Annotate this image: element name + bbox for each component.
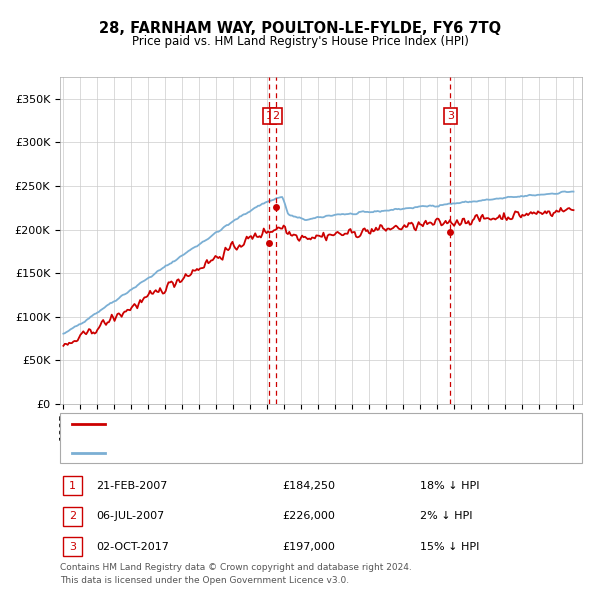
Text: 2: 2: [69, 512, 76, 521]
Text: 1: 1: [266, 111, 273, 121]
Text: 2: 2: [272, 111, 280, 121]
Text: 02-OCT-2017: 02-OCT-2017: [96, 542, 169, 552]
Text: 3: 3: [69, 542, 76, 552]
Text: 18% ↓ HPI: 18% ↓ HPI: [420, 481, 479, 490]
Text: Price paid vs. HM Land Registry's House Price Index (HPI): Price paid vs. HM Land Registry's House …: [131, 35, 469, 48]
Text: HPI: Average price, detached house, Wyre: HPI: Average price, detached house, Wyre: [111, 448, 331, 457]
Text: 3: 3: [447, 111, 454, 121]
Text: 1: 1: [69, 481, 76, 490]
Text: 28, FARNHAM WAY, POULTON-LE-FYLDE, FY6 7TQ (detached house): 28, FARNHAM WAY, POULTON-LE-FYLDE, FY6 7…: [111, 419, 459, 428]
Text: £197,000: £197,000: [282, 542, 335, 552]
Text: 2% ↓ HPI: 2% ↓ HPI: [420, 512, 473, 521]
Text: 06-JUL-2007: 06-JUL-2007: [96, 512, 164, 521]
Text: £226,000: £226,000: [282, 512, 335, 521]
Text: Contains HM Land Registry data © Crown copyright and database right 2024.: Contains HM Land Registry data © Crown c…: [60, 563, 412, 572]
Text: This data is licensed under the Open Government Licence v3.0.: This data is licensed under the Open Gov…: [60, 576, 349, 585]
Text: £184,250: £184,250: [282, 481, 335, 490]
Text: 28, FARNHAM WAY, POULTON-LE-FYLDE, FY6 7TQ: 28, FARNHAM WAY, POULTON-LE-FYLDE, FY6 7…: [99, 21, 501, 35]
Text: 21-FEB-2007: 21-FEB-2007: [96, 481, 167, 490]
Text: 15% ↓ HPI: 15% ↓ HPI: [420, 542, 479, 552]
